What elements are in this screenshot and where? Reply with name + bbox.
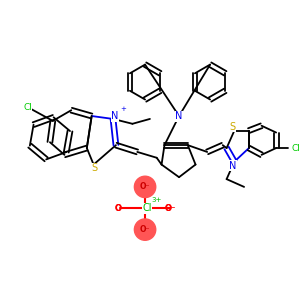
Text: O⁻: O⁻ [165, 204, 176, 213]
Text: Cl: Cl [23, 103, 32, 112]
Text: N: N [229, 160, 236, 170]
Text: N: N [175, 111, 183, 121]
Text: Cl: Cl [291, 144, 300, 153]
Text: 3+: 3+ [152, 197, 162, 203]
Text: N: N [111, 111, 119, 121]
Text: S: S [92, 164, 98, 173]
Text: O⁻: O⁻ [114, 204, 125, 213]
Text: O⁻: O⁻ [140, 225, 150, 234]
Text: Cl: Cl [142, 203, 152, 213]
Text: O⁻: O⁻ [140, 182, 150, 191]
Text: O⁻: O⁻ [114, 204, 125, 213]
Text: O⁻: O⁻ [165, 204, 176, 213]
Text: S: S [230, 122, 236, 132]
Circle shape [134, 219, 156, 240]
Text: +: + [121, 106, 127, 112]
Circle shape [134, 176, 156, 198]
